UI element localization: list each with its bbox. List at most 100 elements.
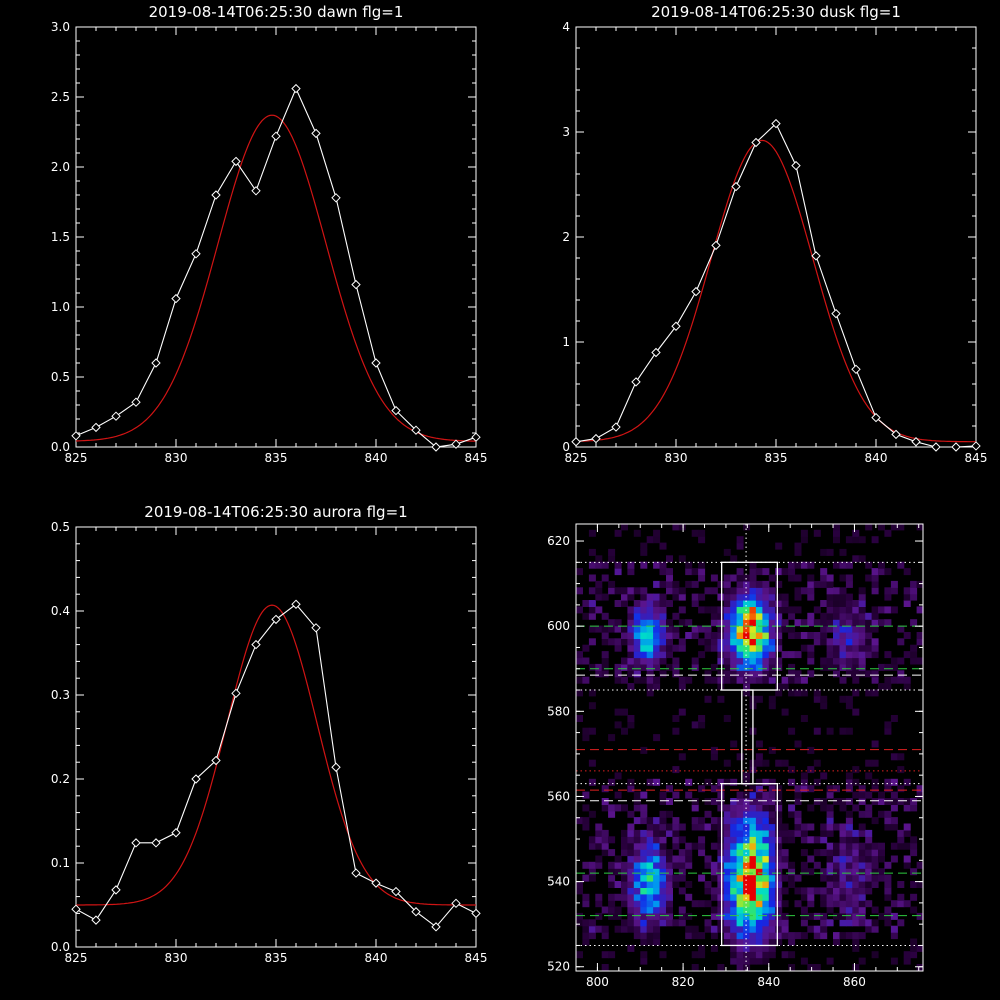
- heatmap-cell: [749, 855, 757, 863]
- heatmap-cell: [833, 587, 840, 595]
- heatmap-cell: [768, 906, 776, 914]
- heatmap-cell: [749, 638, 757, 646]
- heatmap-cell: [710, 912, 718, 920]
- heatmap-cell: [640, 612, 648, 620]
- heatmap-cell: [781, 932, 789, 940]
- heatmap-cell: [723, 663, 731, 671]
- heatmap-cell: [736, 964, 744, 971]
- heatmap-cell: [723, 587, 731, 595]
- heatmap-cell: [833, 663, 840, 671]
- heatmap-cell: [820, 798, 828, 805]
- heatmap-cell: [717, 695, 725, 703]
- heatmap-cell: [723, 606, 731, 614]
- heatmap-cell: [916, 881, 924, 888]
- heatmap-cell: [717, 778, 725, 786]
- heatmap-cell: [833, 600, 840, 607]
- data-point-marker: [911, 437, 921, 447]
- heatmap-cell: [653, 900, 661, 908]
- heatmap-cell: [588, 842, 596, 850]
- heatmap-cell: [646, 906, 654, 914]
- heatmap-cell: [723, 593, 731, 601]
- heatmap-cell: [865, 612, 873, 620]
- heatmap-cell: [852, 932, 860, 940]
- heatmap-cell: [659, 580, 667, 588]
- heatmap-cell: [762, 670, 770, 678]
- heatmap-cell: [698, 715, 706, 722]
- heatmap-cell: [762, 625, 770, 633]
- heatmap-cell: [768, 638, 776, 646]
- heatmap-cell: [736, 676, 744, 684]
- heatmap-cell: [627, 829, 635, 837]
- heatmap-cell: [833, 881, 840, 888]
- heatmap-cell: [730, 657, 738, 665]
- heatmap-cell: [852, 938, 860, 946]
- heatmap-cell: [685, 568, 693, 576]
- heatmap-cell: [826, 644, 834, 652]
- heatmap-cell: [852, 855, 860, 863]
- heatmap-cell: [839, 849, 847, 857]
- heatmap-cell: [858, 874, 866, 882]
- heatmap-cell: [813, 619, 821, 627]
- heatmap-cell: [595, 606, 603, 614]
- heatmap-cell: [614, 721, 622, 729]
- heatmap-cell: [775, 638, 783, 646]
- heatmap-cell: [871, 842, 879, 850]
- heatmap-cell: [653, 600, 661, 607]
- heatmap-cell: [685, 580, 693, 588]
- heatmap-cell: [788, 727, 796, 735]
- heatmap-cell: [678, 753, 686, 761]
- heatmap-cell: [743, 964, 751, 971]
- heatmap-cell: [839, 606, 847, 614]
- heatmap-cell: [794, 829, 802, 837]
- gaussian-fit-curve: [575, 139, 976, 443]
- heatmap-cell: [781, 900, 789, 908]
- heatmap-cell: [858, 957, 866, 965]
- heatmap-cell: [755, 829, 763, 837]
- heatmap-cell: [775, 823, 783, 831]
- heatmap-cell: [878, 810, 885, 818]
- heatmap-cell: [794, 587, 802, 595]
- heatmap-cell: [717, 817, 725, 825]
- heatmap-cell: [788, 874, 796, 882]
- heatmap-cell: [691, 625, 699, 633]
- heatmap-cell: [640, 938, 648, 946]
- heatmap-cell: [781, 836, 789, 844]
- heatmap-cell: [717, 593, 725, 601]
- heatmap-cell: [730, 932, 738, 940]
- heatmap-cell: [749, 829, 757, 837]
- heatmap-cell: [749, 849, 757, 857]
- heatmap-cell: [601, 574, 609, 582]
- heatmap-cell: [717, 791, 725, 799]
- heatmap-cell: [659, 606, 667, 614]
- heatmap-cell: [646, 612, 654, 620]
- heatmap-cell: [659, 887, 667, 895]
- heatmap-cell: [653, 855, 661, 863]
- heatmap-cell: [608, 836, 616, 844]
- heatmap-cell: [807, 804, 815, 812]
- heatmap-cell: [852, 849, 860, 857]
- heatmap-cell: [826, 829, 834, 837]
- heatmap-cell: [743, 593, 751, 601]
- heatmap-cell: [858, 619, 866, 627]
- heatmap-cell: [710, 574, 718, 582]
- heatmap-cell: [640, 548, 648, 556]
- heatmap-cell: [852, 689, 860, 697]
- heatmap-cell: [614, 906, 622, 914]
- heatmap-cell: [710, 746, 718, 754]
- heatmap-cell: [781, 829, 789, 837]
- heatmap-cell: [653, 561, 661, 569]
- heatmap-cell: [884, 887, 892, 895]
- heatmap-cell: [903, 632, 911, 639]
- heatmap-cell: [723, 932, 731, 940]
- heatmap-cell: [608, 555, 616, 563]
- heatmap-cell: [826, 587, 834, 595]
- heatmap-cell: [858, 849, 866, 857]
- heatmap-cell: [845, 912, 853, 920]
- heatmap-cell: [781, 683, 789, 690]
- heatmap-cell: [749, 919, 757, 927]
- heatmap-cell: [884, 823, 892, 831]
- heatmap-cell: [743, 919, 751, 927]
- data-point-marker: [671, 321, 681, 331]
- heatmap-cell: [730, 632, 738, 639]
- heatmap-cell: [852, 900, 860, 908]
